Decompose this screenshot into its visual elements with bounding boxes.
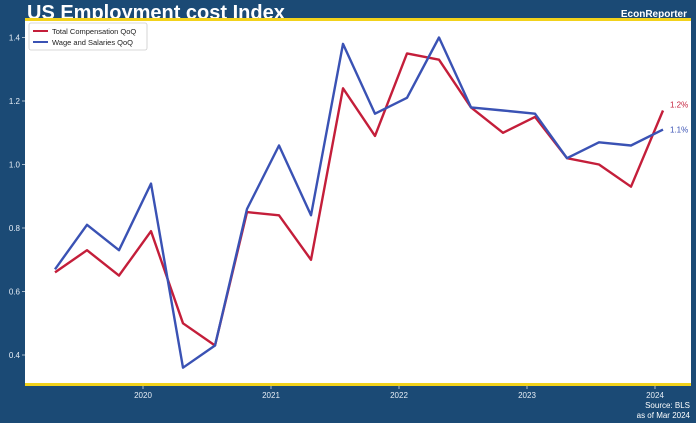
source-line: Source: BLS: [645, 401, 690, 410]
end-labels: 1.2% 1.1%: [670, 101, 688, 135]
x-tick-label: 2024: [646, 391, 664, 400]
y-tick-label: 0.4: [9, 351, 21, 360]
series-line-1: [54, 36, 664, 369]
y-tick-label: 1.0: [9, 161, 21, 170]
accent-line-top: [25, 18, 691, 21]
x-tick-label: 2020: [134, 391, 152, 400]
legend-label-wages: Wage and Salaries QoQ: [52, 38, 133, 47]
legend-box: [28, 22, 148, 51]
legend: Total Compensation QoQ Wage and Salaries…: [28, 22, 148, 51]
asof-line: as of Mar 2024: [636, 411, 690, 420]
x-tick-label: 2023: [518, 391, 536, 400]
y-tick-label: 0.8: [9, 224, 21, 233]
y-tick-label: 0.6: [9, 288, 21, 297]
y-tick-label: 1.2: [9, 97, 21, 106]
series-lines: [54, 36, 665, 369]
plot-area: [25, 20, 691, 384]
legend-label-total-compensation: Total Compensation QoQ: [52, 27, 136, 36]
x-axis: 2020 2021 2022 2023 2024: [134, 386, 664, 400]
end-label-1: 1.1%: [670, 126, 688, 135]
y-axis: 0.4 0.6 0.8 1.0 1.2 1.4: [9, 34, 25, 360]
x-tick-label: 2021: [262, 391, 280, 400]
x-tick-label: 2022: [390, 391, 408, 400]
end-label-0: 1.2%: [670, 101, 688, 110]
brand-label: EconReporter: [620, 9, 687, 20]
y-tick-label: 1.4: [9, 34, 21, 43]
accent-line-bottom: [25, 383, 691, 386]
source-note: Source: BLS as of Mar 2024: [637, 401, 690, 421]
